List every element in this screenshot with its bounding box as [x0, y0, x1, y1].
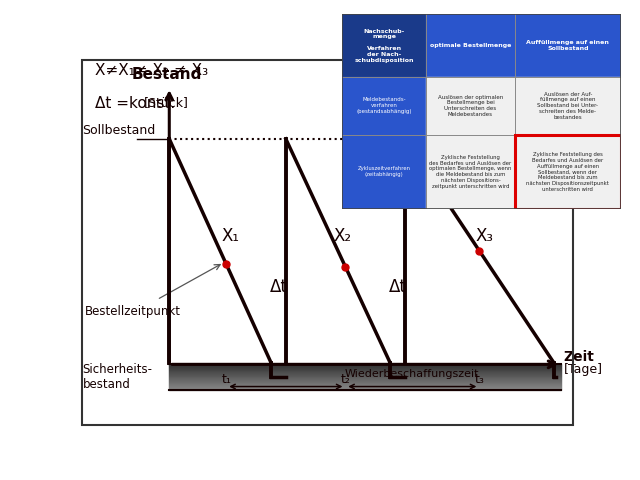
Bar: [169, 367, 561, 368]
Text: Zyklische Feststellung des
Bedarfes und Auslösen der
Auffüllmenge auf einen
Soll: Zyklische Feststellung des Bedarfes und …: [527, 152, 609, 192]
Text: X₁: X₁: [221, 227, 239, 245]
Bar: [169, 368, 561, 369]
Text: X₃: X₃: [476, 227, 493, 245]
Text: t₂: t₂: [340, 372, 350, 385]
Bar: [515, 77, 621, 135]
Text: Δt: Δt: [269, 278, 287, 296]
Bar: [515, 135, 621, 209]
Bar: [169, 369, 561, 370]
Bar: [515, 14, 621, 77]
Text: Δt =konst.: Δt =konst.: [95, 96, 175, 111]
Bar: [169, 382, 561, 383]
Bar: [426, 135, 515, 209]
Bar: [169, 380, 561, 381]
Text: Zykluszeitverfahren
(zeitabhängig): Zykluszeitverfahren (zeitabhängig): [358, 167, 411, 177]
Bar: [169, 379, 561, 380]
Bar: [169, 364, 561, 365]
Text: t₃: t₃: [474, 372, 484, 385]
Bar: [169, 376, 561, 377]
Bar: [169, 372, 561, 373]
Text: Bestellzeitpunkt: Bestellzeitpunkt: [85, 305, 181, 318]
Bar: [169, 378, 561, 379]
Bar: [342, 14, 426, 77]
Text: Zeit: Zeit: [564, 350, 595, 364]
Text: [Stück]: [Stück]: [145, 96, 189, 109]
Text: Auffüllmenge auf einen
Sollbestand: Auffüllmenge auf einen Sollbestand: [527, 40, 609, 51]
Text: Bestand: Bestand: [132, 67, 202, 82]
Text: Wiederbeschaffungszeit: Wiederbeschaffungszeit: [345, 369, 479, 379]
Bar: [169, 387, 561, 388]
Text: Auslösen der Auf-
füllmenge auf einen
Sollbestand bei Unter-
schreiten des Melde: Auslösen der Auf- füllmenge auf einen So…: [538, 92, 598, 120]
Text: Meldebestands-
verfahren
(bestandsabhängig): Meldebestands- verfahren (bestandsabhäng…: [356, 97, 412, 114]
Text: t₁: t₁: [221, 372, 231, 385]
Text: X≠X₁≠ X₂ ≠ X₃: X≠X₁≠ X₂ ≠ X₃: [95, 63, 208, 78]
Bar: [342, 135, 426, 209]
Bar: [169, 386, 561, 387]
Bar: [169, 375, 561, 376]
Text: Auslösen der optimalen
Bestellmenge bei
Unterschreiten des
Meldebestandes: Auslösen der optimalen Bestellmenge bei …: [438, 95, 503, 117]
Bar: [169, 388, 561, 389]
Bar: [426, 14, 515, 77]
Text: [Tage]: [Tage]: [564, 363, 603, 376]
Bar: [426, 77, 515, 135]
Bar: [169, 383, 561, 384]
Bar: [169, 381, 561, 382]
Bar: [169, 389, 561, 390]
Text: Sollbestand: Sollbestand: [83, 124, 156, 137]
Bar: [169, 371, 561, 372]
Bar: [169, 385, 561, 386]
Bar: [342, 77, 426, 135]
Bar: [169, 374, 561, 375]
Bar: [169, 366, 561, 367]
Text: X₂: X₂: [334, 227, 352, 245]
Bar: [169, 373, 561, 374]
Bar: [515, 135, 621, 209]
Bar: [169, 365, 561, 366]
Bar: [169, 370, 561, 371]
Text: Zyklische Feststellung
des Bedarfes und Auslösen der
optimalen Bestellmenge, wen: Zyklische Feststellung des Bedarfes und …: [429, 155, 511, 189]
Text: Δt: Δt: [388, 278, 406, 296]
Text: Sicherheits-
bestand: Sicherheits- bestand: [83, 363, 152, 391]
Bar: [169, 377, 561, 378]
Text: Nachschub-
menge

Verfahren
der Nach-
schubdisposition: Nachschub- menge Verfahren der Nach- sch…: [355, 28, 414, 62]
Bar: [169, 384, 561, 385]
Text: optimale Bestellmenge: optimale Bestellmenge: [430, 43, 511, 48]
